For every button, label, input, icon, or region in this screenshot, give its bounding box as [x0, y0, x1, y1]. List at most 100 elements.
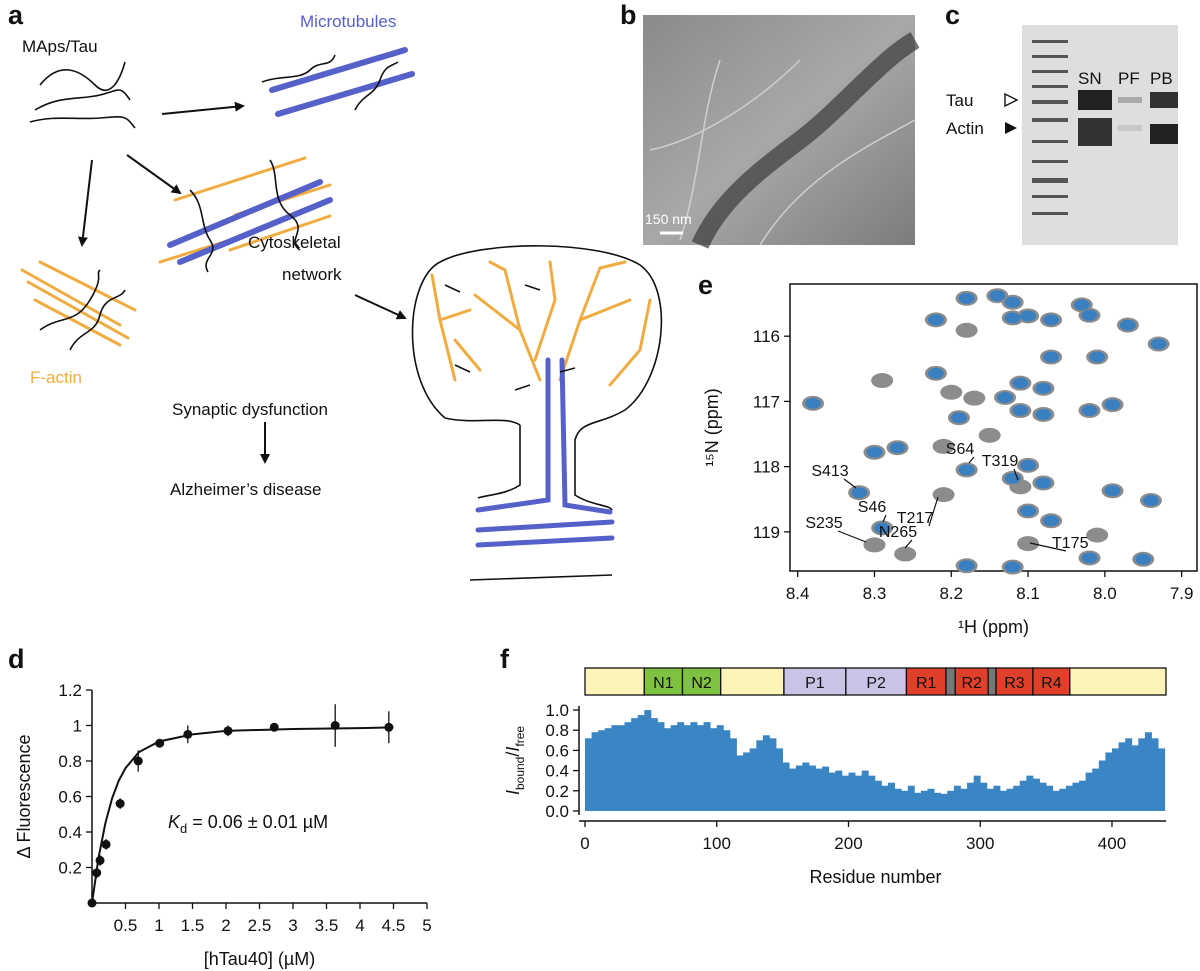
x-tick-label: 3	[288, 916, 297, 935]
annotation-pointer	[1029, 542, 1067, 552]
label: network	[282, 265, 342, 284]
peak	[1020, 505, 1037, 517]
label: F-actin	[30, 368, 82, 387]
bar	[980, 782, 988, 811]
panel-label: b	[620, 0, 637, 30]
bar	[644, 710, 652, 811]
annotation: S413	[811, 463, 848, 480]
x-tick-label: 8.3	[863, 584, 887, 603]
x-tick-label: 3.5	[315, 916, 339, 935]
shape	[77, 159, 93, 247]
bar	[749, 748, 757, 811]
bar	[611, 725, 619, 811]
bar	[795, 765, 803, 811]
bar	[683, 725, 691, 811]
shape	[1032, 195, 1068, 198]
x-axis-label: ¹H (ppm)	[958, 617, 1029, 637]
bar	[894, 788, 902, 811]
bar	[1092, 768, 1100, 811]
y-tick-label: 117	[753, 392, 780, 411]
annotation: S46	[858, 499, 887, 516]
bar	[729, 738, 737, 811]
bar	[808, 765, 816, 811]
peak	[1004, 296, 1021, 308]
bar	[920, 790, 928, 811]
bar	[657, 722, 665, 811]
point	[133, 756, 143, 766]
shape	[1118, 97, 1142, 103]
y-axis-label: Ibound/Ifree	[503, 726, 527, 795]
peak	[932, 438, 955, 454]
shape	[34, 89, 131, 111]
bar	[861, 770, 869, 811]
shape	[1032, 70, 1068, 73]
chart: 0.5 1 1.5 2 2.5 3 3.5 4 4.5 5 0.2 0.4 0.6 0.8 1 1.2 [hTa…	[14, 681, 432, 969]
bar	[960, 788, 968, 811]
peak	[1081, 405, 1098, 417]
x-axis-label: [hTau40] (µM)	[204, 949, 315, 969]
bar	[940, 793, 948, 811]
shape	[20, 268, 122, 327]
bar	[841, 775, 849, 811]
label: MAps/Tau	[22, 37, 98, 56]
shape	[39, 61, 126, 92]
label: Cytoskeletal	[248, 233, 341, 252]
x-tick-label: 100	[703, 834, 731, 853]
domain	[1069, 667, 1167, 696]
bar	[1026, 775, 1034, 811]
point	[155, 738, 165, 748]
point	[330, 721, 340, 730]
bar	[868, 775, 876, 811]
bar	[1138, 738, 1146, 811]
bar	[604, 728, 612, 811]
bar	[888, 782, 896, 811]
peak	[1119, 319, 1136, 331]
peak	[1004, 561, 1021, 573]
shape	[1032, 118, 1068, 122]
fit-line	[91, 726, 394, 904]
y-tick-label: 118	[753, 458, 780, 477]
shape	[1032, 100, 1068, 104]
x-tick-label: 2.5	[248, 916, 272, 935]
domain-label: N2	[691, 675, 712, 692]
domain-label: P2	[866, 675, 886, 692]
domain	[643, 667, 684, 696]
label: Microtubules	[300, 12, 396, 31]
shape	[261, 54, 336, 83]
bar	[1118, 742, 1126, 811]
y-axis-label: ¹⁵N (ppm)	[702, 388, 722, 466]
shape	[691, 32, 920, 249]
point	[269, 722, 279, 732]
shape	[1150, 124, 1178, 144]
y-tick-label: 0.8	[545, 721, 569, 740]
peak	[958, 464, 975, 476]
lane-label: PF	[1118, 69, 1140, 88]
bar	[802, 762, 810, 811]
bar	[822, 766, 830, 811]
peak	[805, 397, 822, 409]
bar	[986, 788, 994, 811]
shape	[1032, 40, 1068, 215]
bar	[1059, 788, 1067, 811]
bar	[637, 715, 645, 811]
peak	[927, 367, 944, 379]
bar	[1072, 782, 1080, 811]
peak	[1135, 553, 1152, 565]
bar	[993, 785, 1001, 811]
domain-label: P1	[805, 675, 825, 692]
label: Alzheimer’s disease	[170, 480, 322, 499]
annotation-pointer	[843, 478, 857, 489]
peak	[1035, 382, 1052, 394]
peak	[1035, 408, 1052, 420]
annotation-pointer	[928, 496, 939, 527]
bar	[1131, 745, 1139, 811]
domain-label: R2	[961, 675, 982, 692]
shape	[228, 214, 332, 252]
point	[384, 722, 394, 732]
domain-label: R3	[1004, 675, 1025, 692]
bar	[591, 732, 599, 811]
bar	[1013, 785, 1021, 811]
point	[92, 868, 102, 878]
x-tick-label: 8.2	[939, 584, 963, 603]
bar	[1085, 772, 1093, 811]
